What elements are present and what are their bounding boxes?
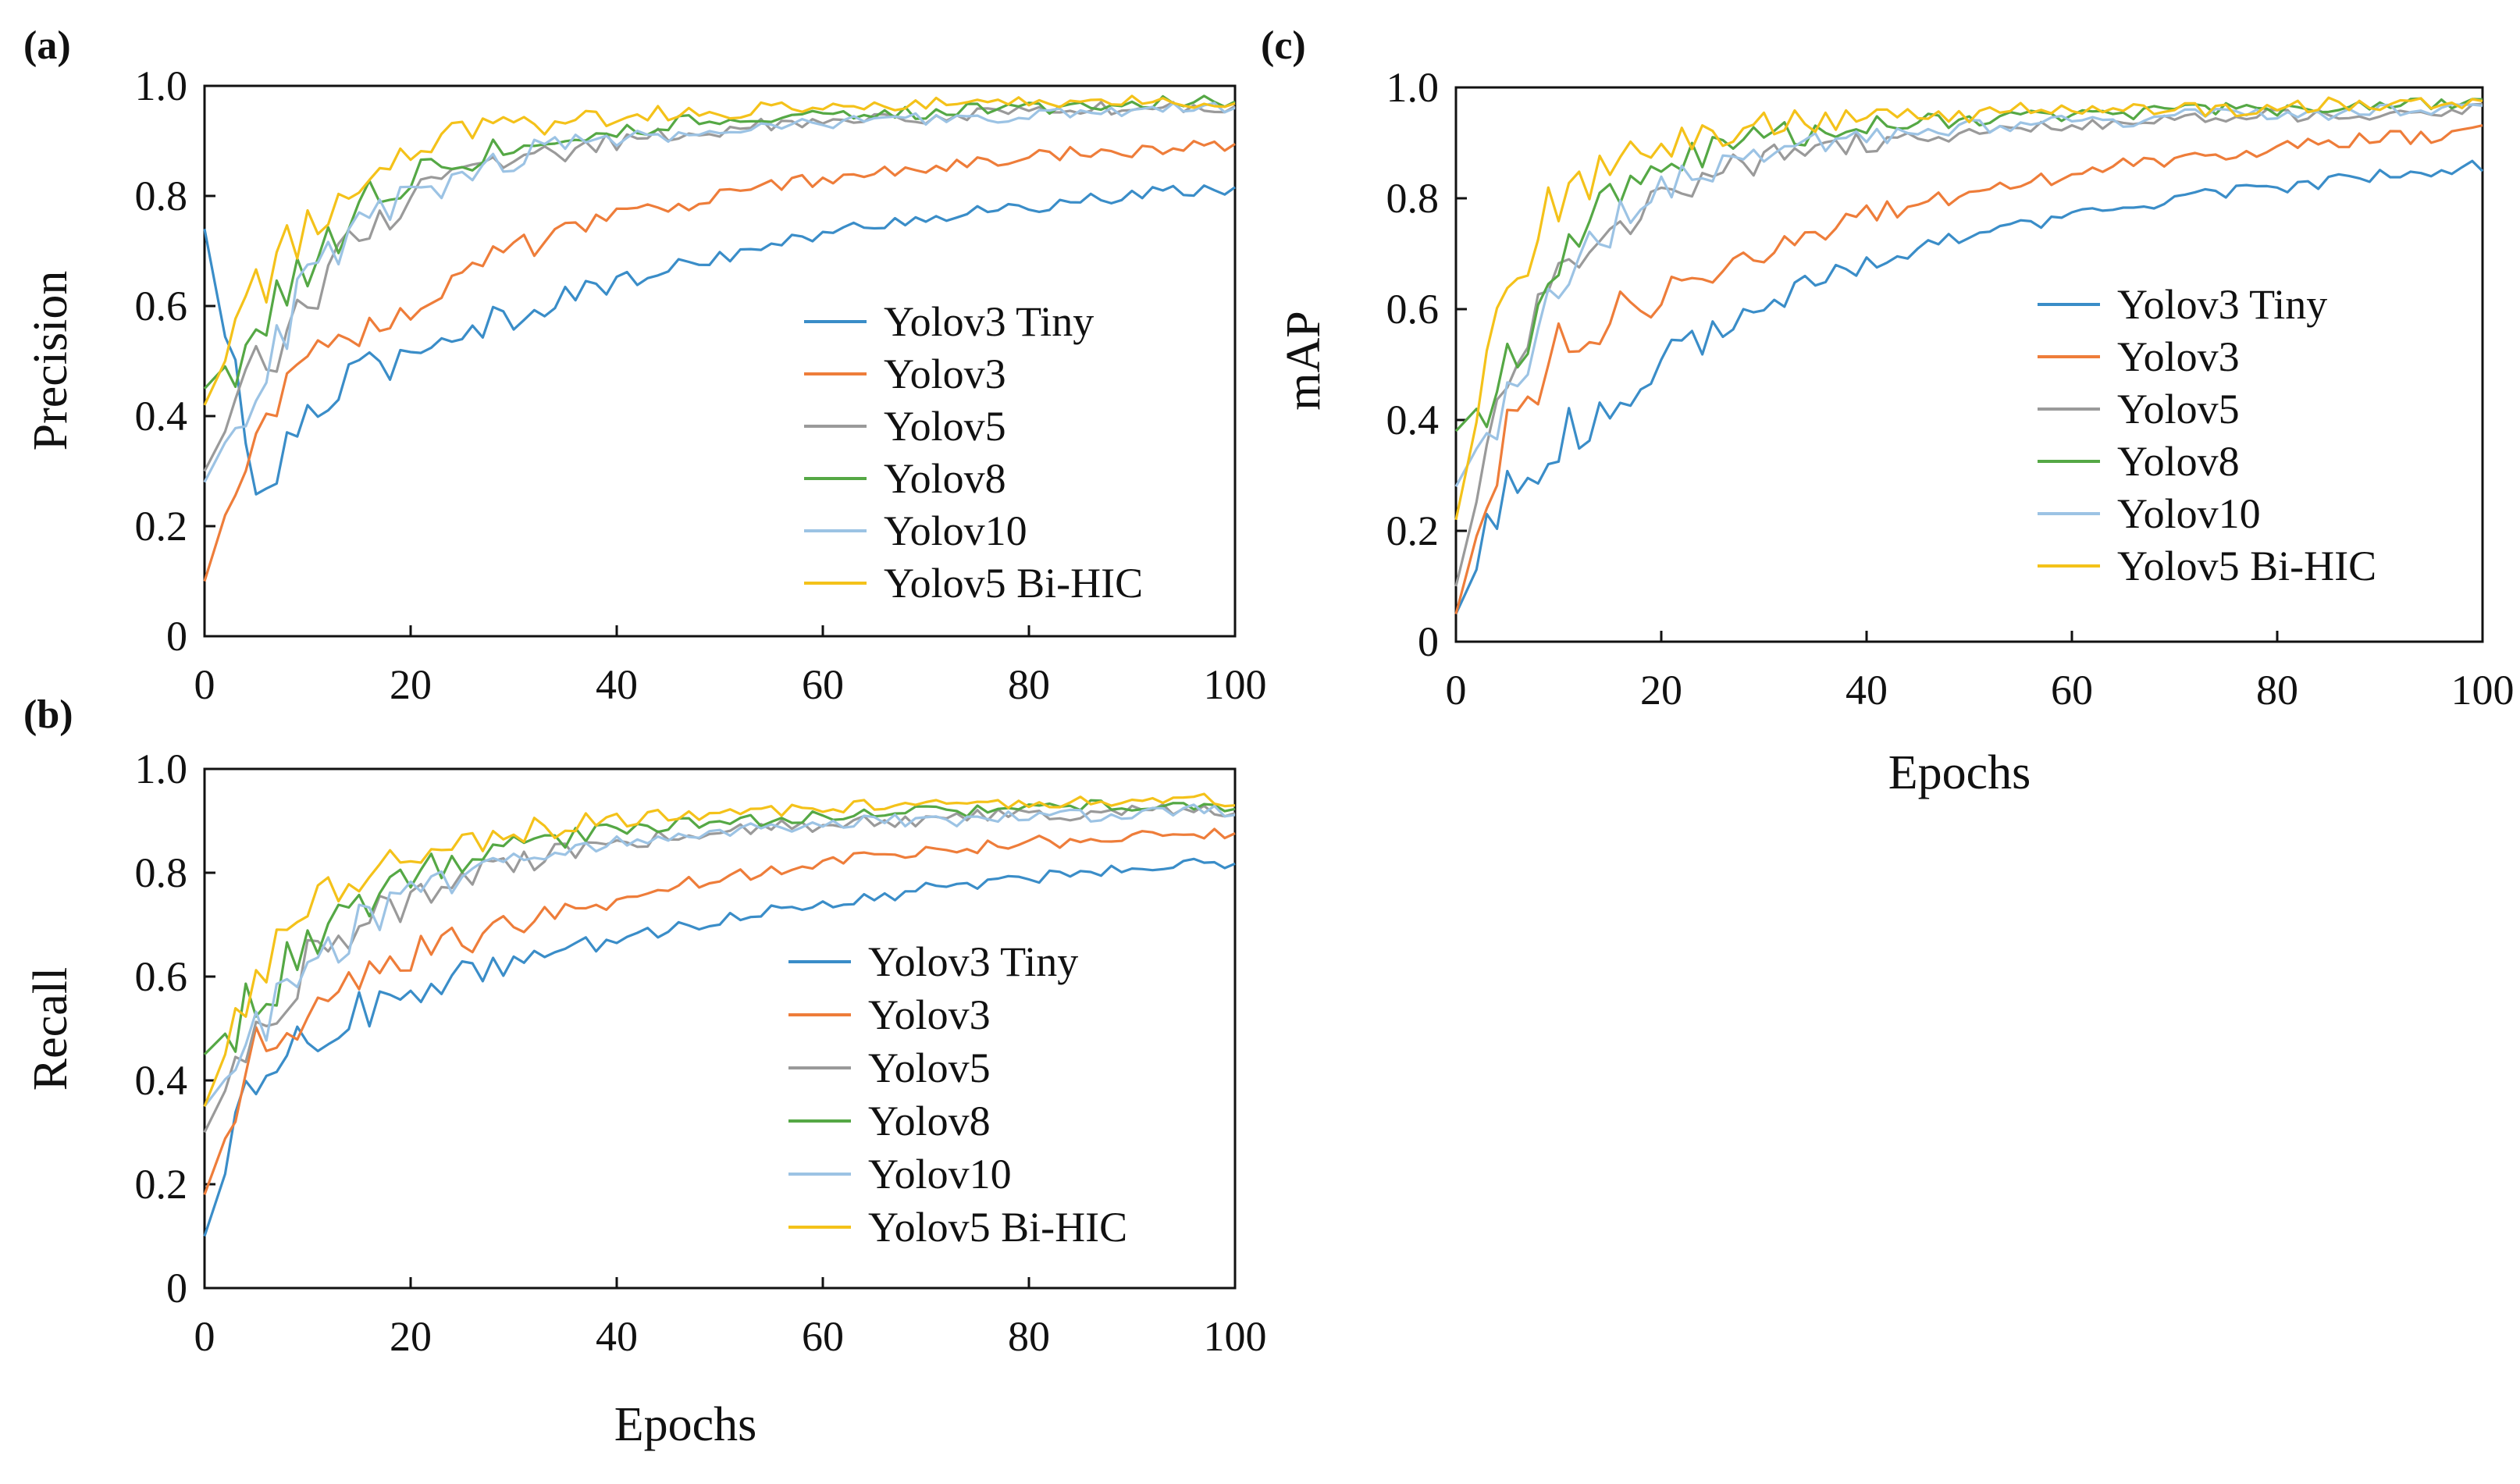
series-line-1 [203, 184, 1236, 496]
legend-entry: Yolov8 [884, 455, 1006, 502]
series-line-2 [203, 140, 1236, 582]
y-tick-label: 0 [166, 613, 187, 660]
x-tick-label: 100 [2451, 667, 2515, 714]
y-tick-label: 0.6 [135, 283, 188, 329]
panel-label: (c) [1261, 23, 1306, 68]
series-line-2 [1454, 124, 2483, 614]
x-tick-label: 60 [802, 661, 844, 708]
y-tick-label: 0.6 [1386, 286, 1440, 333]
legend: Yolov3 Tiny Yolov3 Yolov5 Yolov8 Yolov10 Yolo… [804, 298, 1143, 607]
legend-entry: Yolov5 [884, 403, 1006, 450]
y-tick-label: 1.0 [1386, 64, 1440, 111]
y-tick-label: 0.4 [135, 393, 188, 440]
legend-entry: Yolov5 Bi-HIC [868, 1204, 1127, 1251]
y-tick-label: 0 [166, 1265, 187, 1311]
legend-entry: Yolov3 Tiny [2117, 281, 2327, 328]
series-line-3 [203, 802, 1236, 1133]
legend-entry: Yolov5 Bi-HIC [2117, 543, 2376, 589]
legend-entry: Yolov5 [2117, 386, 2240, 432]
series-line-5 [203, 101, 1236, 483]
series-line-3 [203, 101, 1236, 472]
series-line-6 [203, 792, 1236, 1107]
x-tick-label: 100 [1204, 661, 1267, 708]
legend: Yolov3 Tiny Yolov3 Yolov5 Yolov8 Yolov10 Yolo… [788, 938, 1127, 1251]
legend-entry: Yolov10 [868, 1151, 1012, 1198]
chart-panel-2: (b) Recall Epochs 0 0.2 0.4 0.6 0.8 1.0 0 20 40 60 80… [23, 692, 1267, 1451]
series-line-6 [203, 94, 1236, 406]
x-tick-label: 60 [2051, 667, 2093, 714]
x-tick-label: 40 [1846, 667, 1888, 714]
x-tick-label: 80 [1008, 661, 1050, 708]
y-tick-label: 0.6 [135, 953, 188, 1000]
series-line-5 [203, 803, 1236, 1108]
legend-entry: Yolov10 [884, 507, 1027, 554]
x-tick-label: 40 [596, 661, 638, 708]
x-axis-label: Epochs [614, 1398, 757, 1451]
y-tick-label: 0.2 [135, 503, 188, 550]
y-tick-label: 0.8 [1386, 175, 1440, 222]
x-tick-label: 20 [390, 1313, 432, 1360]
y-tick-label: 1.0 [135, 62, 188, 109]
legend-entry: Yolov5 [868, 1044, 991, 1091]
series-line-6 [1454, 96, 2483, 521]
panel-label: (a) [23, 23, 71, 68]
series-line-3 [1454, 102, 2483, 587]
legend-entry: Yolov10 [2117, 490, 2261, 537]
legend-entry: Yolov5 Bi-HIC [884, 560, 1143, 607]
legend-entry: Yolov3 [2117, 333, 2240, 380]
x-tick-label: 60 [802, 1313, 844, 1360]
y-axis-label: Recall [24, 967, 77, 1091]
y-tick-label: 0.4 [135, 1057, 188, 1104]
y-tick-label: 0.4 [1386, 397, 1440, 443]
legend-entry: Yolov8 [868, 1098, 991, 1144]
y-tick-label: 0.8 [135, 849, 188, 896]
series-line-4 [1454, 97, 2483, 432]
y-tick-label: 1.0 [135, 746, 188, 792]
y-tick-label: 0 [1418, 618, 1439, 665]
series-line-2 [203, 827, 1236, 1195]
legend-entry: Yolov3 Tiny [884, 298, 1094, 345]
plot-frame [203, 767, 1237, 1290]
x-tick-label: 0 [194, 661, 215, 708]
series-line-5 [1454, 103, 2483, 487]
legend-entry: Yolov3 [884, 351, 1006, 397]
x-tick-label: 20 [1640, 667, 1682, 714]
legend-entry: Yolov3 [868, 991, 991, 1038]
series-line-1 [203, 857, 1236, 1237]
x-tick-label: 80 [1008, 1313, 1050, 1360]
legend: Yolov3 Tiny Yolov3 Yolov5 Yolov8 Yolov10 Yolo… [2038, 281, 2376, 589]
legend-entry: Yolov8 [2117, 438, 2240, 485]
y-tick-label: 0.2 [135, 1161, 188, 1208]
y-tick-label: 0.2 [1386, 507, 1440, 554]
legend-entry: Yolov3 Tiny [868, 938, 1078, 985]
y-tick-label: 0.8 [135, 173, 188, 219]
chart-panel-3: (c) mAP Epochs 0 0.2 0.4 0.6 0.8 1.0 0 20 40 60 80 100… [1261, 23, 2515, 799]
x-tick-label: 40 [596, 1313, 638, 1360]
x-tick-label: 20 [390, 661, 432, 708]
y-axis-label: mAP [1277, 311, 1330, 410]
y-axis-label: Precision [24, 271, 77, 451]
plot-frame [203, 84, 1237, 638]
panel-label: (b) [23, 692, 73, 737]
x-tick-label: 0 [194, 1313, 215, 1360]
chart-panel-1: (a) Precision 0 0.2 0.4 0.6 0.8 1.0 0 20 40 60 80 100… [23, 23, 1267, 708]
x-tick-label: 0 [1446, 667, 1467, 714]
plot-frame [1454, 86, 2484, 643]
x-axis-label: Epochs [1888, 746, 2031, 799]
series-line-1 [1454, 159, 2484, 615]
x-tick-label: 100 [1204, 1313, 1267, 1360]
x-tick-label: 80 [2256, 667, 2298, 714]
